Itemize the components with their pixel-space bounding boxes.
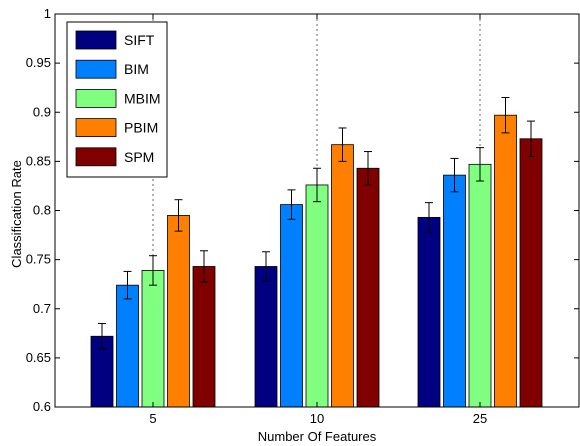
y-tick-label: 0.75 bbox=[26, 252, 51, 267]
y-tick-label: 0.95 bbox=[26, 55, 51, 70]
bar-spm-25 bbox=[519, 138, 543, 408]
x-tick-label: 25 bbox=[473, 411, 487, 426]
legend-swatch-mbim bbox=[75, 89, 117, 108]
x-tick-label: 10 bbox=[310, 411, 324, 426]
x-tick-label: 5 bbox=[149, 411, 156, 426]
bar-bim-25 bbox=[443, 174, 466, 408]
bar-pbim-25 bbox=[494, 114, 517, 408]
bar-spm-10 bbox=[356, 167, 380, 408]
legend: SIFT BIM MBIM PBIM SPM bbox=[66, 21, 168, 178]
y-tick-label: 0.8 bbox=[33, 203, 51, 218]
bar-bim-10 bbox=[280, 204, 303, 408]
bar-mbim-10 bbox=[305, 184, 329, 408]
legend-label-pbim: PBIM bbox=[124, 120, 158, 136]
legend-swatch-sift bbox=[75, 30, 117, 50]
bar-pbim-5 bbox=[167, 215, 190, 408]
legend-label-spm: SPM bbox=[124, 149, 154, 165]
bar-mbim-5 bbox=[141, 270, 165, 408]
y-axis-label: Classification Rate bbox=[9, 160, 24, 268]
y-tick-label: 0.9 bbox=[33, 104, 51, 119]
legend-swatch-pbim bbox=[75, 118, 117, 137]
legend-swatch-bim bbox=[75, 59, 117, 79]
x-axis-label: Number Of Features bbox=[258, 429, 377, 444]
y-tick-label: 0.85 bbox=[26, 153, 51, 168]
bar-bim-5 bbox=[116, 284, 139, 408]
bar-sift-10 bbox=[254, 266, 278, 408]
bar-spm-5 bbox=[192, 266, 216, 408]
bar-mbim-25 bbox=[468, 163, 492, 408]
y-tick-label: 0.65 bbox=[26, 350, 51, 365]
bar-sift-25 bbox=[417, 216, 441, 408]
y-tick-label: 1 bbox=[44, 6, 51, 21]
legend-swatch-spm bbox=[75, 147, 117, 167]
legend-label-bim: BIM bbox=[124, 61, 149, 77]
legend-label-mbim: MBIM bbox=[124, 90, 161, 106]
y-tick-label: 0.6 bbox=[33, 399, 51, 414]
bar-pbim-10 bbox=[331, 144, 354, 408]
legend-label-sift: SIFT bbox=[124, 32, 155, 48]
axes-layer: 0.6 0.65 0.7 0.75 0.8 0.85 0.9 0.95 1 5 10 25 bbox=[26, 6, 580, 426]
y-tick-label: 0.7 bbox=[33, 301, 51, 316]
